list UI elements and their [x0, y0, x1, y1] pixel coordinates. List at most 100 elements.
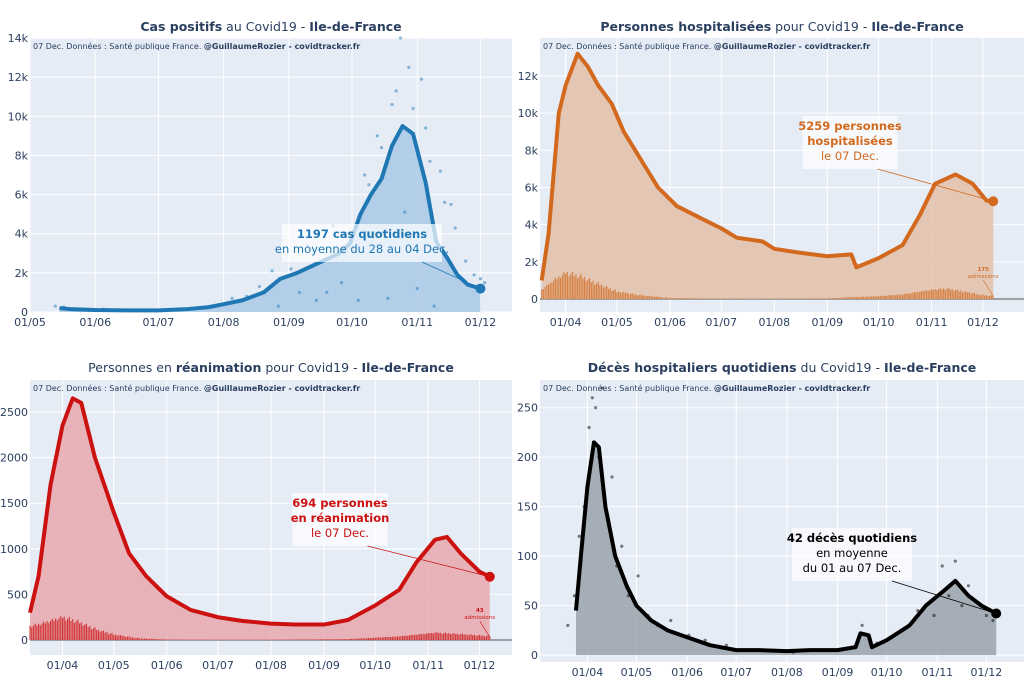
admission-bar	[325, 639, 326, 640]
admission-bar	[981, 295, 982, 299]
admission-bar	[991, 295, 992, 299]
admission-bar	[371, 638, 372, 640]
admission-bar	[354, 639, 355, 640]
source-note: 07 Dec. Données : Santé publique France.…	[543, 383, 870, 393]
admission-bar	[830, 298, 831, 299]
admission-bar	[666, 297, 667, 299]
chart-title: Cas positifs au Covid19 - Ile-de-France	[140, 19, 401, 34]
admission-bar	[639, 295, 640, 299]
admission-bar	[955, 290, 956, 299]
admission-bar	[697, 298, 698, 299]
admission-bar	[584, 277, 585, 299]
title-segment: Décès hospitaliers quotidiens	[588, 360, 797, 375]
admission-bar	[565, 274, 566, 299]
admission-bar	[424, 634, 425, 640]
admission-bar	[123, 636, 124, 640]
admission-bar	[604, 287, 605, 299]
admission-bar	[298, 640, 299, 641]
admission-bar	[673, 298, 674, 299]
admission-bar	[476, 636, 477, 640]
scatter-point	[916, 609, 919, 612]
admission-bar	[395, 637, 396, 640]
admission-bar	[656, 297, 657, 299]
admission-bar	[48, 623, 49, 640]
scatter-point	[258, 285, 261, 288]
admission-bar	[327, 639, 328, 640]
scatter-point	[54, 305, 57, 308]
admission-bar	[558, 276, 559, 299]
admission-bar	[842, 298, 843, 299]
admission-bar	[317, 639, 318, 640]
admission-bar	[43, 621, 44, 640]
admission-bar	[88, 627, 89, 640]
admission-bar	[361, 638, 362, 640]
admission-bar	[158, 639, 159, 640]
annotation-text: 1197 cas quotidiens	[297, 227, 427, 241]
annotation-text: 694 personnes	[292, 496, 388, 510]
admission-bar	[469, 635, 470, 640]
admission-bar	[546, 285, 547, 299]
chart-1: Cas positifs au Covid19 - Ile-de-France0…	[8, 19, 512, 329]
admission-bar	[926, 290, 927, 299]
admission-bar	[940, 288, 941, 299]
admission-bar	[616, 292, 617, 299]
admission-bar	[570, 274, 571, 299]
admission-bar	[368, 638, 369, 640]
admission-bar	[306, 639, 307, 640]
admission-bar	[904, 294, 905, 299]
admission-bar	[117, 636, 118, 640]
y-tick-label: 14k	[8, 32, 29, 45]
scatter-point	[380, 146, 383, 149]
admission-bar	[346, 639, 347, 640]
y-tick-label: 0	[531, 293, 538, 306]
admission-bar	[640, 295, 641, 299]
admission-bar	[344, 639, 345, 640]
admission-bar	[982, 295, 983, 299]
admission-bar	[98, 630, 99, 640]
y-tick-label: 2000	[0, 452, 28, 465]
admission-bar	[60, 616, 61, 640]
x-tick-label: 01/12	[967, 316, 999, 329]
admission-bar	[902, 295, 903, 299]
admission-bar	[383, 637, 384, 640]
admission-bar	[928, 291, 929, 299]
admission-bar	[644, 295, 645, 299]
admission-bar	[586, 281, 587, 299]
scatter-point	[637, 574, 640, 577]
admission-bar	[378, 638, 379, 641]
admission-bar	[411, 635, 412, 640]
admission-bar	[347, 639, 348, 640]
scatter-point	[363, 173, 366, 176]
x-tick-label: 01/11	[921, 666, 953, 679]
admission-bar	[101, 631, 102, 640]
admission-bar	[166, 639, 167, 640]
admission-bar	[484, 636, 485, 640]
admission-bar	[31, 627, 32, 640]
admission-bar	[931, 289, 932, 299]
admission-bar	[675, 298, 676, 299]
admission-bar	[322, 639, 323, 640]
admission-bar	[57, 620, 58, 640]
admission-bar	[986, 295, 987, 299]
admission-bar	[633, 295, 634, 299]
admission-bar	[453, 633, 454, 640]
admission-bar	[334, 639, 335, 640]
scatter-point	[573, 594, 576, 597]
x-tick-label: 01/04	[550, 316, 582, 329]
admission-bar	[690, 298, 691, 299]
admission-bar	[610, 288, 611, 299]
scatter-point	[176, 308, 179, 311]
admission-bar	[635, 294, 636, 299]
admission-bar	[933, 290, 934, 299]
x-tick-label: 01/12	[464, 659, 496, 672]
scatter-point	[395, 89, 398, 92]
admission-bar	[342, 639, 343, 640]
admission-bar	[110, 634, 111, 640]
admission-bar	[594, 285, 595, 299]
admission-bar	[676, 298, 677, 299]
admission-bar	[659, 297, 660, 299]
admission-bar	[46, 621, 47, 640]
scatter-point	[424, 126, 427, 129]
y-tick-label: 12k	[518, 70, 539, 83]
scatter-point	[464, 260, 467, 263]
